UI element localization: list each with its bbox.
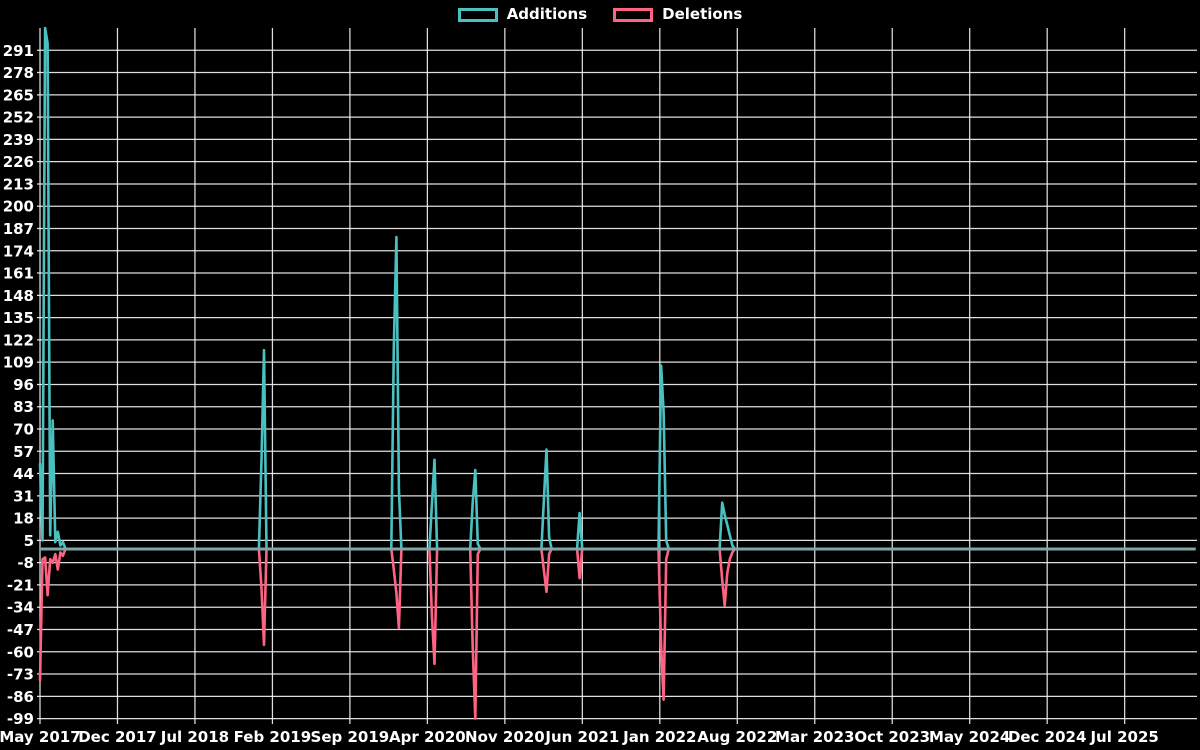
y-tick-label: 96 xyxy=(13,376,34,394)
x-tick-label: Feb 2019 xyxy=(234,728,312,746)
y-tick-label: 70 xyxy=(13,420,34,438)
y-tick-label: 187 xyxy=(3,220,34,238)
y-tick-label: 265 xyxy=(3,86,34,104)
y-tick-label: 174 xyxy=(3,242,34,260)
y-tick-label: 122 xyxy=(3,331,34,349)
y-tick-label: 252 xyxy=(3,109,34,127)
y-tick-label: 83 xyxy=(13,398,34,416)
y-tick-label: 226 xyxy=(3,153,34,171)
deletions-line xyxy=(38,547,1196,720)
y-tick-label: 18 xyxy=(13,510,34,528)
y-tick-label: 161 xyxy=(3,265,34,283)
legend-item-additions[interactable]: Additions xyxy=(457,5,588,23)
y-tick-label: -8 xyxy=(17,554,34,572)
x-tick-label: Nov 2020 xyxy=(465,728,545,746)
x-tick-label: Jan 2022 xyxy=(622,728,696,746)
x-tick-label: Jun 2021 xyxy=(544,728,619,746)
y-tick-label: -47 xyxy=(7,621,34,639)
y-tick-label: 239 xyxy=(3,131,34,149)
x-tick-label: Jul 2018 xyxy=(160,728,229,746)
y-tick-label: 278 xyxy=(3,64,34,82)
x-tick-label: Aug 2022 xyxy=(697,728,777,746)
legend-item-deletions[interactable]: Deletions xyxy=(613,7,742,22)
x-tick-label: Jul 2025 xyxy=(1089,728,1158,746)
y-tick-label: 148 xyxy=(3,287,34,305)
legend-label-deletions: Deletions xyxy=(662,5,743,23)
y-tick-label: -21 xyxy=(7,576,34,594)
y-tick-label: 291 xyxy=(3,42,34,60)
y-tick-label: 200 xyxy=(3,198,34,216)
chart-legend: Additions Deletions xyxy=(0,7,1200,22)
y-tick-label: 57 xyxy=(13,443,34,461)
y-tick-label: -60 xyxy=(7,643,34,661)
y-tick-label: 109 xyxy=(3,354,34,372)
x-tick-label: Dec 2017 xyxy=(78,728,157,746)
x-tick-label: Apr 2020 xyxy=(389,728,466,746)
y-tick-label: -73 xyxy=(7,666,34,684)
x-tick-label: May 2017 xyxy=(0,728,81,746)
x-tick-label: Oct 2023 xyxy=(854,728,930,746)
y-tick-label: -34 xyxy=(7,599,34,617)
y-tick-label: 44 xyxy=(13,465,34,483)
y-tick-label: -86 xyxy=(7,688,34,706)
y-tick-label: 135 xyxy=(3,309,34,327)
additions-swatch-icon xyxy=(457,7,498,22)
y-tick-label: 31 xyxy=(13,487,34,505)
additions-line xyxy=(38,26,1196,551)
x-tick-label: Sep 2019 xyxy=(311,728,390,746)
x-tick-label: May 2024 xyxy=(929,728,1010,746)
legend-label-additions: Additions xyxy=(506,5,588,23)
x-tick-label: Dec 2024 xyxy=(1008,728,1087,746)
x-tick-label: Mar 2023 xyxy=(775,728,854,746)
y-tick-label: -99 xyxy=(7,710,34,728)
deletions-swatch-icon xyxy=(613,7,654,22)
y-tick-label: 213 xyxy=(3,175,34,193)
y-tick-label: 5 xyxy=(24,532,34,550)
